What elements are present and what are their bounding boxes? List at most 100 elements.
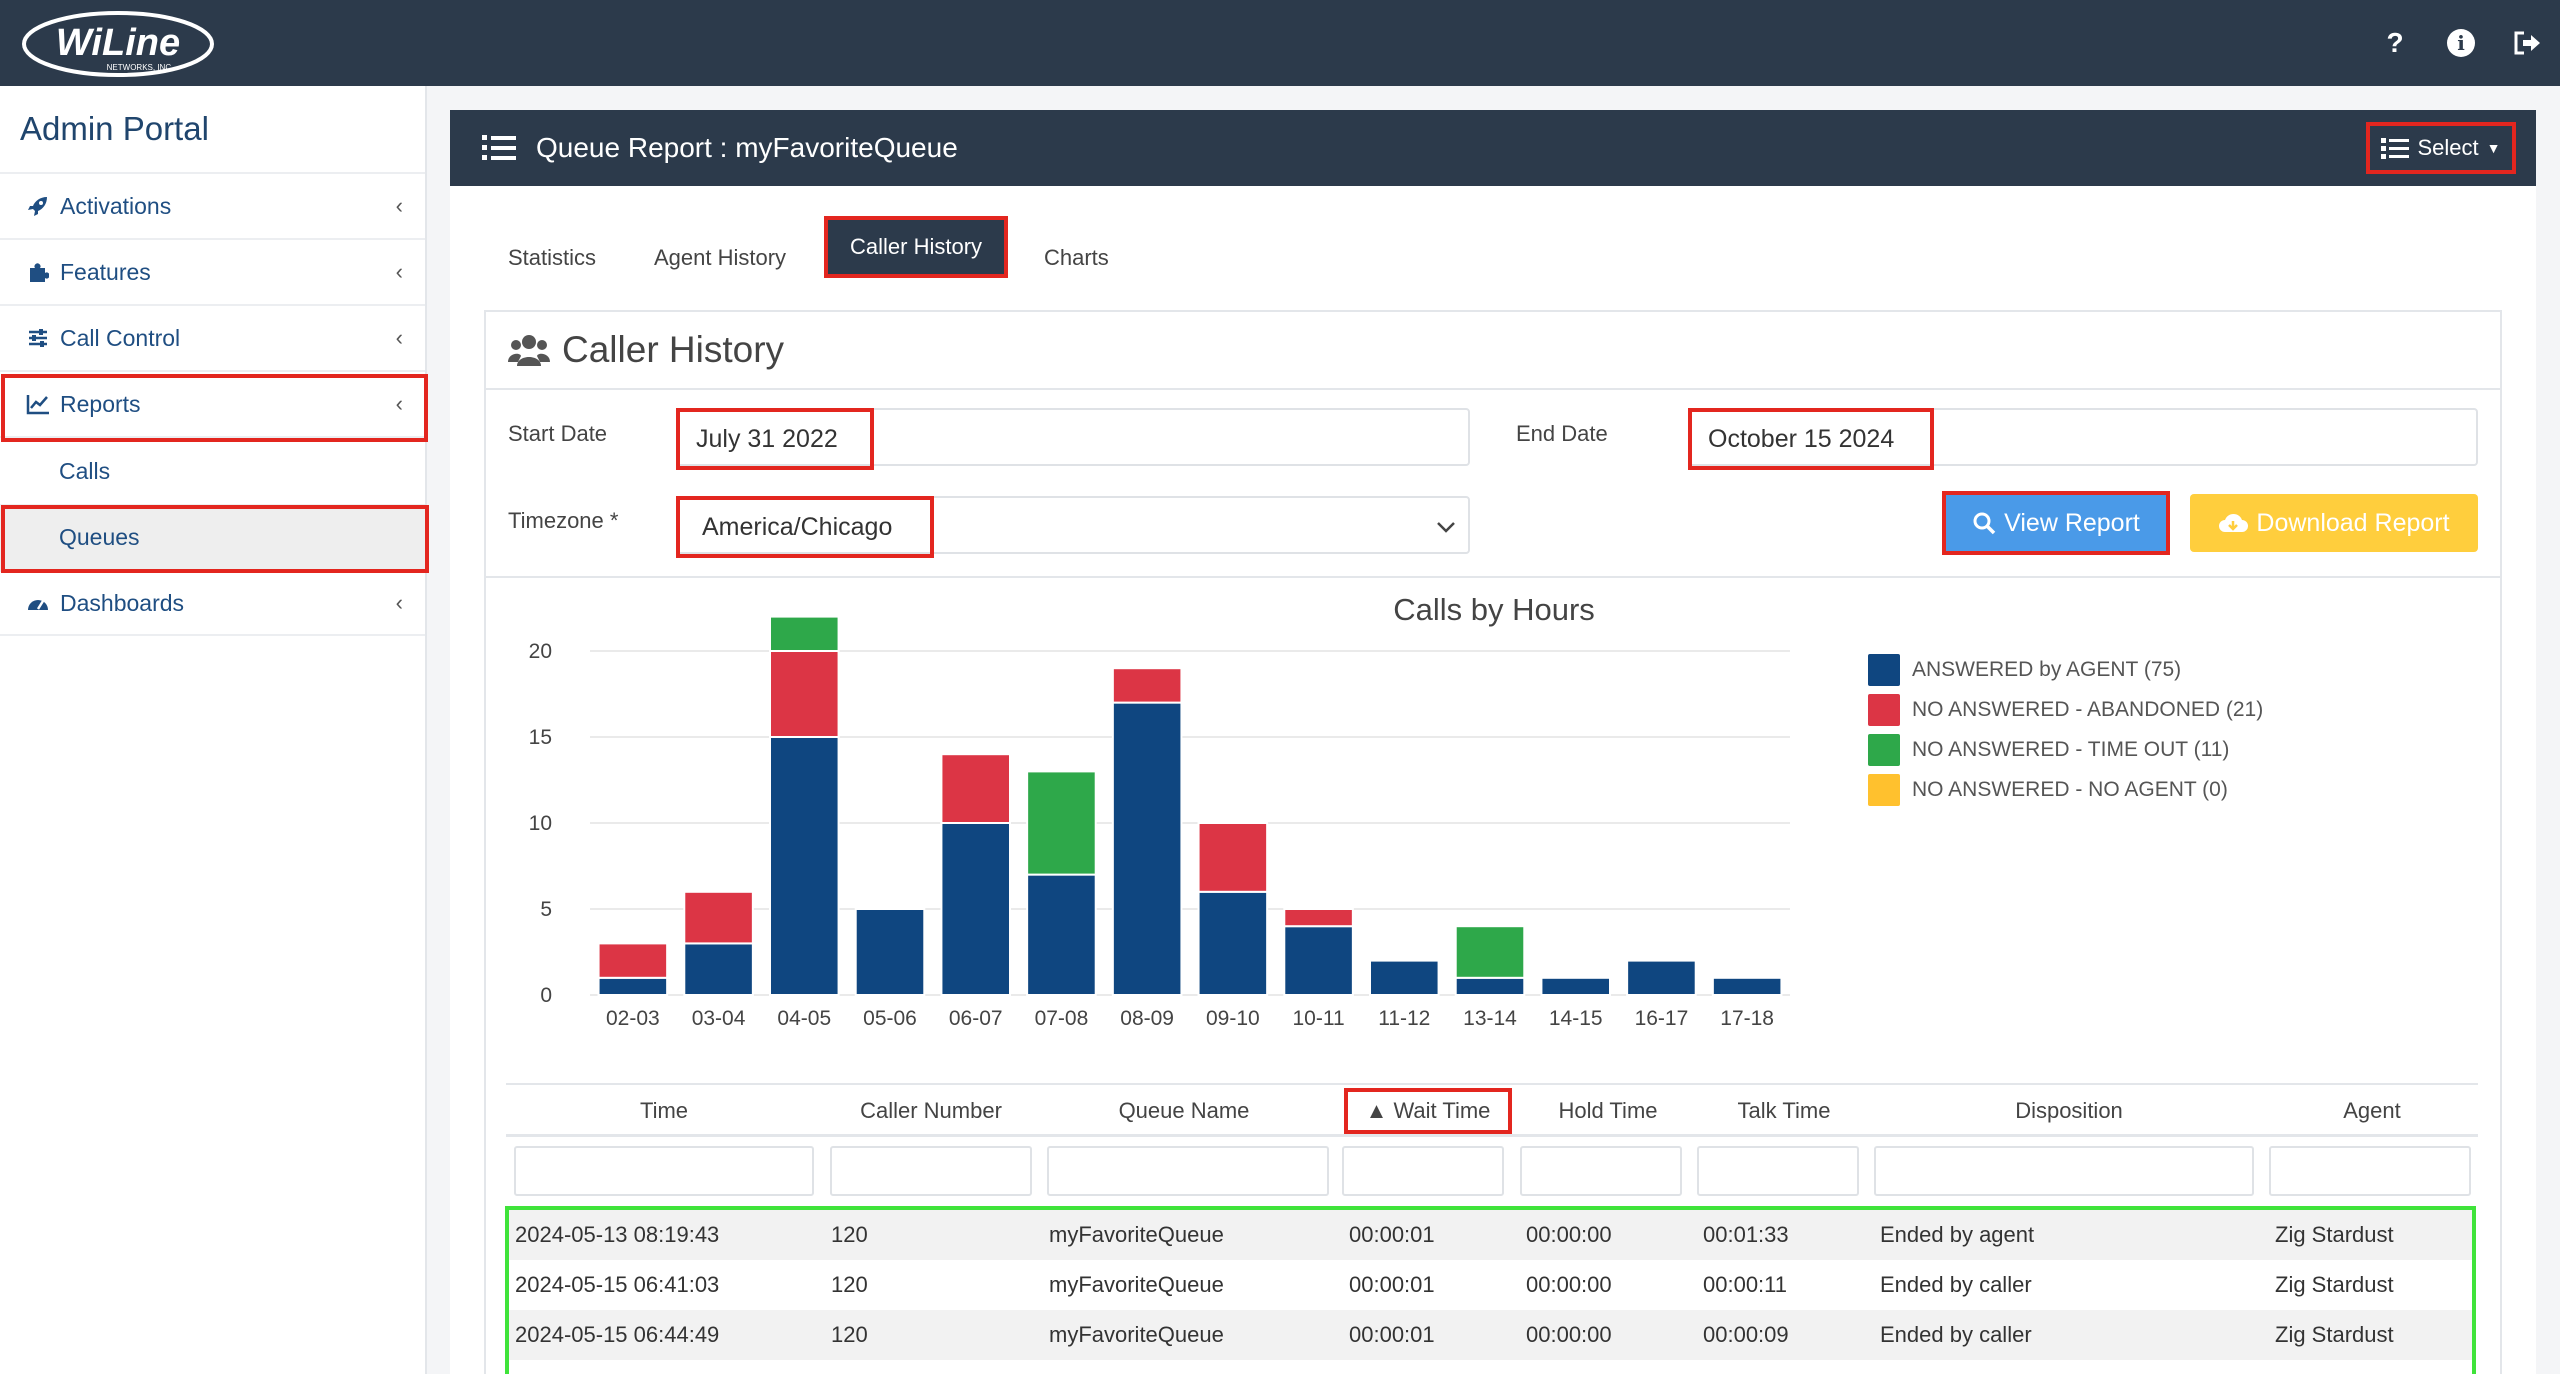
end-date-label: End Date — [1516, 421, 1608, 446]
view-report-button[interactable]: View Report — [1942, 491, 2170, 555]
legend-label: NO ANSWERED - TIME OUT (11) — [1912, 738, 2230, 761]
y-tick-label: 10 — [529, 812, 552, 835]
table-row[interactable]: 2024-05-15 06:41:03 120 myFavoriteQueue 00:… — [509, 1260, 2472, 1310]
page-title: Queue Report : myFavoriteQueue — [536, 132, 958, 163]
list-ol-icon — [482, 135, 516, 160]
cell-hold-time: 00:00:00 — [1526, 1272, 1612, 1297]
y-tick-label: 20 — [529, 640, 552, 663]
sidebar-item-dashboards[interactable]: Dashboards ‹ — [0, 570, 425, 636]
cell-disposition: Ended by caller — [1880, 1272, 2032, 1297]
gauge-icon — [26, 591, 50, 615]
cell-queue-name: myFavoriteQueue — [1049, 1272, 1224, 1297]
legend-item[interactable]: NO ANSWERED - ABANDONED (21) — [1868, 690, 2263, 730]
cell-wait-time: 00:00:01 — [1349, 1272, 1435, 1297]
tab-charts[interactable]: Charts — [1044, 245, 1109, 270]
sidebar-subitem-calls[interactable]: Calls — [0, 438, 425, 504]
cell-disposition: Ended by caller — [1880, 1322, 2032, 1347]
y-tick-label: 5 — [540, 898, 552, 921]
col-time[interactable]: Time — [639, 1098, 689, 1123]
filter-disposition-input[interactable] — [1874, 1146, 2254, 1196]
users-icon — [508, 335, 550, 366]
x-tick-label: 05-06 — [863, 1007, 917, 1030]
legend-label: ANSWERED by AGENT (75) — [1912, 658, 2182, 681]
filter-time-input[interactable] — [514, 1146, 814, 1196]
col-queue-name[interactable]: Queue Name — [1118, 1098, 1250, 1123]
cell-hold-time: 00:00:00 — [1526, 1322, 1612, 1347]
sidebar-item-label: Reports — [60, 390, 141, 417]
x-tick-label: 03-04 — [692, 1007, 746, 1030]
end-date-input[interactable]: October 15 2024 — [1688, 408, 2478, 470]
filter-talk-time-input[interactable] — [1697, 1146, 1859, 1196]
sidebar-item-reports[interactable]: Reports ‹ — [0, 372, 425, 438]
cell-time: 2024-05-13 08:19:43 — [515, 1222, 720, 1247]
filter-hold-time-input[interactable] — [1520, 1146, 1682, 1196]
table-row[interactable]: 2024-05-15 06:44:49 120 myFavoriteQueue 00:… — [509, 1310, 2472, 1360]
sidebar-subitem-queues[interactable]: Queues — [0, 504, 425, 570]
legend-swatch — [1868, 774, 1900, 806]
bar-09-10-series-0 — [1197, 890, 1269, 996]
bar-13-14-series-0 — [1454, 976, 1526, 996]
timezone-label: Timezone * — [508, 508, 619, 533]
legend-item[interactable]: NO ANSWERED - NO AGENT (0) — [1868, 770, 2263, 810]
col-agent[interactable]: Agent — [2343, 1098, 2401, 1123]
filter-caller-number-input[interactable] — [830, 1146, 1032, 1196]
view-report-label: View Report — [2004, 508, 2140, 537]
bar-17-18-series-0 — [1711, 976, 1783, 996]
filter-queue-name-input[interactable] — [1047, 1146, 1329, 1196]
col-disposition[interactable]: Disposition — [2015, 1098, 2123, 1123]
sidebar: Admin Portal Activations ‹ Features ‹ Ca… — [0, 86, 427, 1374]
chevron-left-icon: ‹ — [395, 391, 403, 416]
logout-icon[interactable] — [2494, 0, 2560, 86]
x-tick-label: 08-09 — [1120, 1007, 1174, 1030]
sidebar-item-features[interactable]: Features ‹ — [0, 240, 425, 306]
cell-agent: Zig Stardust — [2275, 1222, 2394, 1247]
sidebar-item-call-control[interactable]: Call Control ‹ — [0, 306, 425, 372]
chevron-left-icon: ‹ — [395, 259, 403, 284]
sidebar-item-activations[interactable]: Activations ‹ — [0, 174, 425, 240]
tab-statistics[interactable]: Statistics — [508, 245, 597, 270]
timezone-select[interactable]: America/Chicago — [676, 496, 1470, 558]
calls-by-hours-chart: Calls by Hours 0 5 10 15 20 02-03 03-04 04-05 05-… — [529, 592, 1790, 1030]
select-dropdown-button[interactable]: Select ▼ — [2366, 122, 2516, 174]
bar-05-06-series-0 — [854, 908, 926, 996]
chevron-left-icon: ‹ — [395, 590, 403, 615]
bar-07-08-series-0 — [1026, 873, 1097, 997]
chart-line-icon — [26, 392, 50, 416]
x-tick-label: 02-03 — [606, 1007, 660, 1030]
filter-agent-input[interactable] — [2269, 1146, 2471, 1196]
cell-disposition: Ended by agent — [1880, 1222, 2035, 1247]
sidebar-item-label: Call Control — [60, 324, 181, 351]
panel-title: Caller History — [562, 329, 785, 370]
x-tick-label: 06-07 — [949, 1007, 1003, 1030]
tab-caller-history[interactable]: Caller History — [824, 216, 1009, 278]
info-icon[interactable]: i — [2428, 0, 2494, 86]
col-wait-time[interactable]: ▲ Wait Time — [1344, 1088, 1512, 1134]
col-hold-time[interactable]: Hold Time — [1558, 1098, 1658, 1123]
cell-wait-time: 00:00:01 — [1349, 1222, 1435, 1247]
download-report-label: Download Report — [2256, 508, 2450, 537]
x-tick-label: 16-17 — [1635, 1007, 1689, 1030]
tab-agent-history[interactable]: Agent History — [654, 245, 787, 270]
start-date-label: Start Date — [508, 421, 608, 446]
bar-10-11-series-0 — [1283, 925, 1354, 997]
y-tick-label: 15 — [529, 726, 552, 749]
cloud-download-icon — [2219, 513, 2249, 532]
cell-time: 2024-05-15 06:41:03 — [515, 1272, 720, 1297]
table-header: Time Caller Number Queue Name ▲ Wait Tim… — [506, 1083, 2478, 1137]
legend-item[interactable]: NO ANSWERED - TIME OUT (11) — [1868, 730, 2263, 770]
wiline-logo[interactable]: WiLine NETWORKS, INC. — [20, 10, 216, 80]
bar-04-05-series-2 — [769, 615, 840, 652]
cell-time: 2024-05-15 06:44:49 — [515, 1322, 720, 1347]
help-icon[interactable]: ? — [2362, 0, 2428, 86]
cell-caller-number: 120 — [831, 1222, 868, 1247]
col-caller-number[interactable]: Caller Number — [860, 1098, 1002, 1123]
cell-wait-time: 00:00:01 — [1349, 1322, 1435, 1347]
start-date-input[interactable]: July 31 2022 — [676, 408, 1470, 470]
table-row[interactable]: 2024-05-13 08:19:43 120 myFavoriteQueue 00:… — [509, 1210, 2472, 1260]
filter-wait-time-input[interactable] — [1342, 1146, 1504, 1196]
sidebar-subitem-label: Queues — [59, 523, 140, 550]
legend-item[interactable]: ANSWERED by AGENT (75) — [1868, 650, 2263, 690]
col-talk-time[interactable]: Talk Time — [1737, 1098, 1831, 1123]
sidebar-item-label: Features — [60, 258, 151, 285]
download-report-button[interactable]: Download Report — [2190, 494, 2478, 552]
